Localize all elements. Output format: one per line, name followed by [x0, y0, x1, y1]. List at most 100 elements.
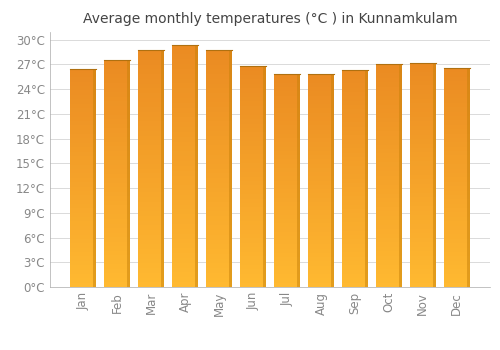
Bar	[206, 98, 233, 103]
Bar	[70, 257, 96, 261]
Bar	[240, 88, 266, 93]
Bar	[376, 78, 402, 82]
Bar	[308, 138, 334, 142]
Bar	[308, 223, 334, 228]
Bar	[444, 98, 470, 103]
Bar	[70, 274, 96, 278]
Bar	[410, 63, 436, 67]
Bar	[70, 199, 96, 204]
Bar	[240, 75, 266, 79]
Bar	[342, 283, 368, 287]
Bar	[433, 63, 436, 287]
Bar	[444, 265, 470, 270]
Bar	[104, 228, 130, 233]
Bar	[138, 69, 164, 74]
Bar	[444, 142, 470, 147]
Bar	[104, 60, 130, 65]
Bar	[274, 138, 300, 142]
Bar	[376, 91, 402, 96]
Bar	[206, 178, 233, 183]
Bar	[444, 204, 470, 208]
Bar	[308, 240, 334, 244]
Bar	[172, 83, 199, 88]
Bar	[240, 181, 266, 186]
Bar	[206, 84, 233, 88]
Bar	[206, 150, 233, 155]
Bar	[410, 90, 436, 94]
Bar	[138, 273, 164, 278]
Bar	[308, 244, 334, 249]
Bar	[172, 258, 199, 263]
Bar	[206, 216, 233, 221]
Bar	[240, 163, 266, 168]
Bar	[240, 128, 266, 132]
Bar	[206, 206, 233, 211]
Bar	[274, 181, 300, 185]
Bar	[104, 210, 130, 215]
Bar	[104, 146, 130, 151]
Bar	[376, 220, 402, 225]
Bar	[240, 243, 266, 247]
Bar	[104, 124, 130, 128]
Bar	[376, 64, 402, 69]
Bar	[342, 187, 368, 191]
Bar	[297, 74, 300, 287]
Bar	[274, 240, 300, 244]
Bar	[104, 164, 130, 169]
Bar	[410, 103, 436, 108]
Bar	[444, 234, 470, 239]
Bar	[104, 138, 130, 142]
Bar	[206, 249, 233, 254]
Bar	[274, 87, 300, 91]
Bar	[274, 236, 300, 240]
Bar	[104, 237, 130, 241]
Bar	[206, 188, 233, 193]
Bar	[240, 119, 266, 124]
Bar	[274, 155, 300, 159]
Bar	[376, 194, 402, 198]
Bar	[240, 106, 266, 110]
Bar	[206, 135, 233, 140]
Bar	[274, 253, 300, 257]
Bar	[342, 278, 368, 283]
Bar	[70, 270, 96, 274]
Bar	[70, 261, 96, 265]
Bar	[342, 127, 368, 131]
Bar	[172, 108, 199, 113]
Bar	[376, 211, 402, 216]
Bar	[410, 251, 436, 256]
Bar	[229, 50, 232, 287]
Bar	[308, 142, 334, 147]
Bar	[70, 130, 96, 134]
Bar	[376, 247, 402, 251]
Bar	[444, 107, 470, 112]
Bar	[138, 193, 164, 197]
Bar	[70, 204, 96, 208]
Bar	[240, 270, 266, 274]
Bar	[70, 117, 96, 121]
Bar	[342, 257, 368, 261]
Bar	[70, 182, 96, 187]
Bar	[410, 112, 436, 117]
Bar	[274, 210, 300, 215]
Bar	[376, 118, 402, 122]
Bar	[444, 230, 470, 235]
Bar	[444, 261, 470, 265]
Bar	[365, 70, 368, 287]
Bar	[206, 159, 233, 164]
Bar	[308, 253, 334, 257]
Bar	[138, 230, 164, 235]
Bar	[444, 164, 470, 169]
Bar	[410, 197, 436, 202]
Bar	[104, 178, 130, 183]
Bar	[274, 108, 300, 113]
Bar	[172, 200, 199, 205]
Bar	[274, 125, 300, 130]
Bar	[376, 127, 402, 131]
Bar	[240, 154, 266, 159]
Bar	[240, 124, 266, 128]
Bar	[104, 151, 130, 155]
Bar	[172, 195, 199, 200]
Bar	[444, 195, 470, 199]
Bar	[138, 178, 164, 183]
